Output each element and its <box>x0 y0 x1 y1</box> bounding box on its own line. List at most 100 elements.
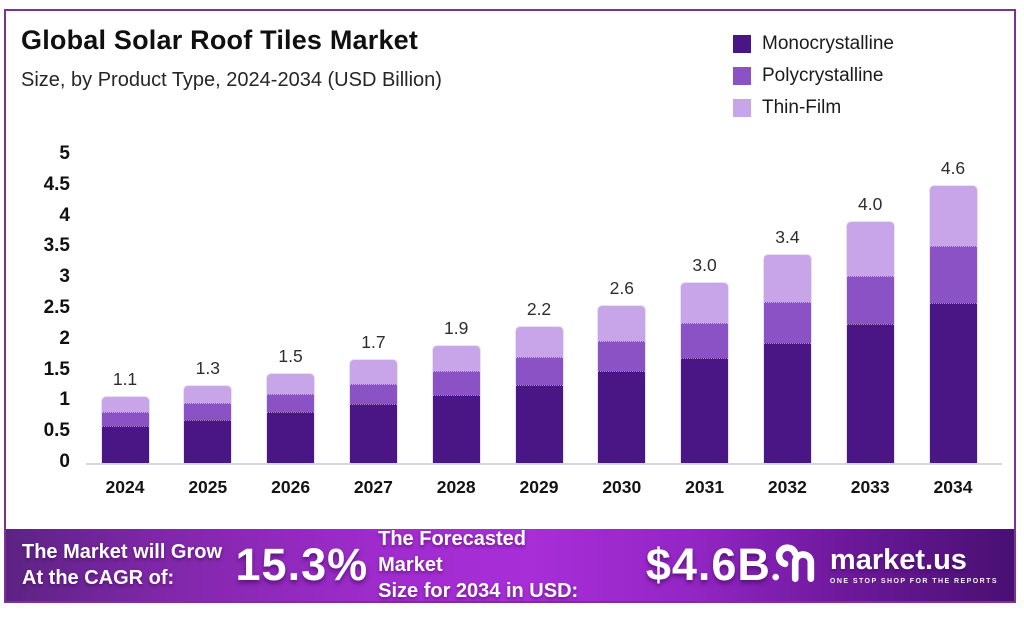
bottom-banner: The Market will Grow At the CAGR of: 15.… <box>6 526 1014 604</box>
x-axis-label-2027: 2027 <box>353 477 393 497</box>
y-axis-tick-label: 3.5 <box>43 235 70 257</box>
bar-total-label: 1.3 <box>195 358 220 378</box>
bar-segment-monocrystalline <box>184 419 232 463</box>
bar-total-label: 3.4 <box>775 226 800 247</box>
forecast-line1: The Forecasted Market <box>378 528 526 576</box>
bar-segment-thin-film <box>846 222 894 277</box>
bar-segment-thin-film <box>101 397 149 413</box>
bar-segment-polycrystalline <box>929 246 977 303</box>
marketus-logo: market.us ONE STOP SHOP FOR THE REPORTS <box>771 542 998 589</box>
forecast-line2: Size for 2034 in USD: <box>378 580 579 602</box>
bar-segment-thin-film <box>598 305 646 342</box>
bar-segment-polycrystalline <box>598 341 646 371</box>
page-title: Global Solar Roof Tiles Market <box>21 25 419 55</box>
bar-segment-monocrystalline <box>101 426 149 463</box>
legend-item-thin-film: Thin-Film <box>733 97 894 119</box>
y-axis-tick-label: 2 <box>59 327 70 349</box>
stacked-bar-2029 <box>515 327 563 463</box>
legend-label: Thin-Film <box>762 97 842 118</box>
bar-segment-polycrystalline <box>846 276 894 325</box>
x-axis-label-2025: 2025 <box>188 477 228 497</box>
stacked-bar-2024 <box>101 397 149 463</box>
logo-wordmark: market.us <box>829 543 967 576</box>
bar-total-label: 3.0 <box>692 254 717 275</box>
stacked-bar-2027 <box>349 360 397 463</box>
legend-label: Monocrystalline <box>762 33 894 54</box>
bar-total-label: 2.2 <box>526 299 552 320</box>
bar-segment-monocrystalline <box>929 302 977 463</box>
bar-total-label: 1.1 <box>112 369 138 390</box>
logo-text-block: market.us ONE STOP SHOP FOR THE REPORTS <box>829 543 998 585</box>
bar-segment-thin-film <box>184 386 232 404</box>
y-axis-tick-label: 4.5 <box>43 173 70 195</box>
stacked-bar-2026 <box>267 374 315 463</box>
stacked-bar-2033 <box>846 222 894 463</box>
legend-item-monocrystalline: Monocrystalline <box>733 33 894 55</box>
x-axis-label-2032: 2032 <box>767 477 807 497</box>
x-axis-label-2029: 2029 <box>519 477 559 497</box>
bar-segment-polycrystalline <box>515 357 563 385</box>
legend: Monocrystalline Polycrystalline Thin-Film <box>733 33 894 119</box>
x-axis-label-2034: 2034 <box>933 477 973 497</box>
bar-segment-monocrystalline <box>846 324 894 463</box>
x-axis-baseline <box>86 463 1002 465</box>
header: Global Solar Roof Tiles Market Size, by … <box>21 25 442 92</box>
bar-segment-polycrystalline <box>267 393 315 413</box>
bar-segment-monocrystalline <box>763 342 811 463</box>
stacked-bar-2031 <box>681 282 729 463</box>
bar-total-label: 2.6 <box>609 277 634 298</box>
bar-segment-thin-film <box>763 254 811 303</box>
y-axis-tick-label: 4 <box>59 204 70 226</box>
y-axis-tick-label: 0 <box>59 451 70 472</box>
cagr-intro-line1: The Market will Grow <box>22 541 223 563</box>
cagr-value: 15.3% <box>235 539 369 590</box>
legend-swatch-icon <box>733 67 751 85</box>
bar-total-label: 1.7 <box>361 332 386 353</box>
y-axis-tick-label: 0.5 <box>43 420 70 442</box>
bar-total-label: 4.0 <box>858 194 883 215</box>
x-axis-label-2031: 2031 <box>685 477 725 497</box>
legend-item-polycrystalline: Polycrystalline <box>733 65 894 87</box>
y-axis-tick-label: 3 <box>59 266 70 288</box>
legend-swatch-icon <box>733 99 751 117</box>
bar-total-label: 1.9 <box>444 317 469 338</box>
bar-segment-thin-film <box>267 374 315 394</box>
y-axis-tick-label: 5 <box>59 143 70 164</box>
bar-segment-thin-film <box>929 185 977 247</box>
bar-total-label: 4.6 <box>940 157 966 178</box>
bar-segment-polycrystalline <box>349 383 397 405</box>
stacked-bar-2025 <box>184 386 232 463</box>
y-axis-tick-label: 1.5 <box>43 358 70 380</box>
bar-segment-monocrystalline <box>681 358 729 463</box>
stacked-bar-2030 <box>598 305 646 463</box>
x-axis-label-2028: 2028 <box>436 477 476 497</box>
bar-segment-polycrystalline <box>184 403 232 420</box>
bar-segment-monocrystalline <box>432 395 480 463</box>
stacked-bar-2034 <box>929 185 977 463</box>
bar-segment-thin-film <box>681 282 729 323</box>
bar-segment-polycrystalline <box>432 370 480 396</box>
cagr-intro-line2: At the CAGR of: <box>22 567 175 589</box>
bar-segment-thin-film <box>349 360 397 384</box>
bar-segment-monocrystalline <box>349 404 397 463</box>
legend-label: Polycrystalline <box>762 65 884 86</box>
x-axis-label-2026: 2026 <box>271 477 311 497</box>
stacked-bar-2028 <box>432 345 480 463</box>
legend-swatch-icon <box>733 35 751 53</box>
bar-segment-polycrystalline <box>101 412 149 427</box>
cagr-intro-text: The Market will Grow At the CAGR of: <box>22 539 230 591</box>
y-axis-tick-label: 1 <box>59 389 70 411</box>
x-axis-label-2030: 2030 <box>602 477 642 497</box>
bar-segment-monocrystalline <box>515 384 563 463</box>
forecast-value: $4.6B <box>645 539 771 590</box>
bar-segment-thin-film <box>515 327 563 358</box>
forecast-text: The Forecasted Market Size for 2034 in U… <box>378 526 584 604</box>
bar-segment-polycrystalline <box>763 302 811 343</box>
infographic-frame: Global Solar Roof Tiles Market Size, by … <box>4 9 1016 603</box>
chart-area: 0 0.5 1 1.5 2 2.5 3 3.5 4 4.5 5 1.1 2024 1.3 2025 1.5 20… <box>6 11 1014 601</box>
bar-segment-thin-film <box>432 345 480 371</box>
page-subtitle: Size, by Product Type, 2024-2034 (USD Bi… <box>21 69 442 91</box>
bar-total-label: 1.5 <box>278 346 303 367</box>
x-axis-label-2024: 2024 <box>105 477 145 497</box>
x-axis-label-2033: 2033 <box>850 477 890 497</box>
